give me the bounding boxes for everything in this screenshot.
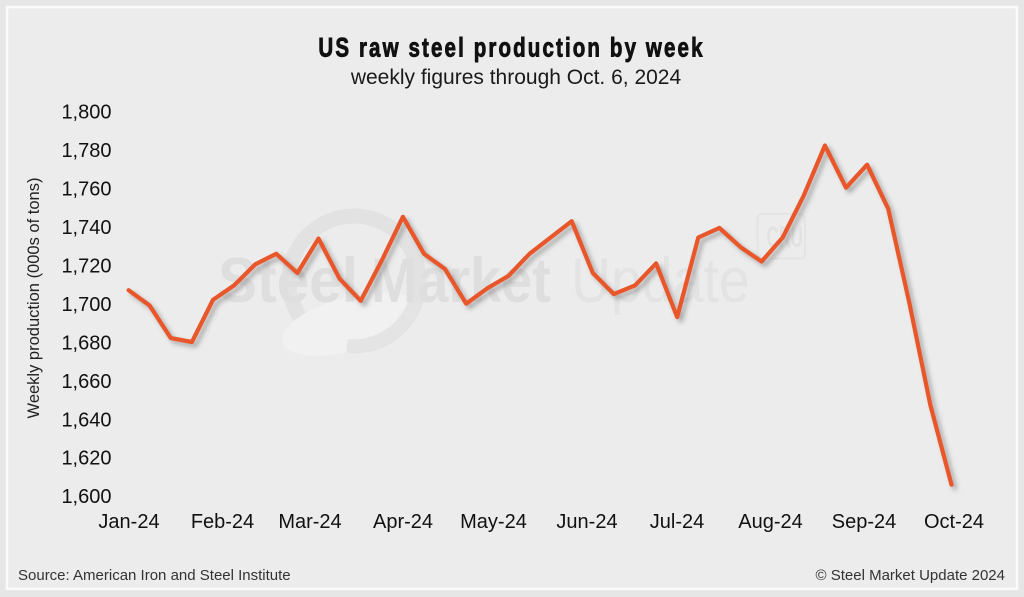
svg-text:Mar-24: Mar-24 bbox=[278, 511, 341, 533]
svg-text:Aug-24: Aug-24 bbox=[738, 511, 803, 533]
svg-text:Sep-24: Sep-24 bbox=[832, 511, 897, 533]
svg-text:Apr-24: Apr-24 bbox=[373, 511, 433, 533]
svg-text:1,640: 1,640 bbox=[61, 409, 111, 431]
svg-text:May-24: May-24 bbox=[460, 511, 527, 533]
svg-text:Oct-24: Oct-24 bbox=[924, 511, 984, 533]
svg-text:1,720: 1,720 bbox=[61, 256, 111, 278]
svg-text:1,600: 1,600 bbox=[61, 486, 111, 508]
svg-text:US raw steel production by wee: US raw steel production by week bbox=[318, 33, 704, 63]
svg-text:Source: American Iron and Stee: Source: American Iron and Steel Institut… bbox=[18, 567, 291, 584]
svg-text:Weekly production (000s of ton: Weekly production (000s of tons) bbox=[25, 178, 43, 419]
svg-text:1,620: 1,620 bbox=[61, 448, 111, 470]
svg-text:1,700: 1,700 bbox=[61, 294, 111, 316]
svg-text:1,680: 1,680 bbox=[61, 332, 111, 354]
svg-text:1,780: 1,780 bbox=[61, 140, 111, 162]
svg-text:Jul-24: Jul-24 bbox=[650, 511, 704, 533]
svg-text:Market: Market bbox=[371, 245, 551, 316]
svg-text:weekly figures through Oct. 6,: weekly figures through Oct. 6, 2024 bbox=[350, 66, 682, 89]
svg-text:Jan-24: Jan-24 bbox=[98, 511, 159, 533]
svg-text:1,760: 1,760 bbox=[61, 179, 111, 201]
svg-text:© Steel Market Update 2024: © Steel Market Update 2024 bbox=[816, 567, 1006, 584]
svg-text:1,800: 1,800 bbox=[61, 102, 111, 124]
svg-text:Feb-24: Feb-24 bbox=[191, 511, 254, 533]
svg-text:1,660: 1,660 bbox=[61, 371, 111, 393]
svg-text:Jun-24: Jun-24 bbox=[556, 511, 617, 533]
svg-text:1,740: 1,740 bbox=[61, 217, 111, 239]
